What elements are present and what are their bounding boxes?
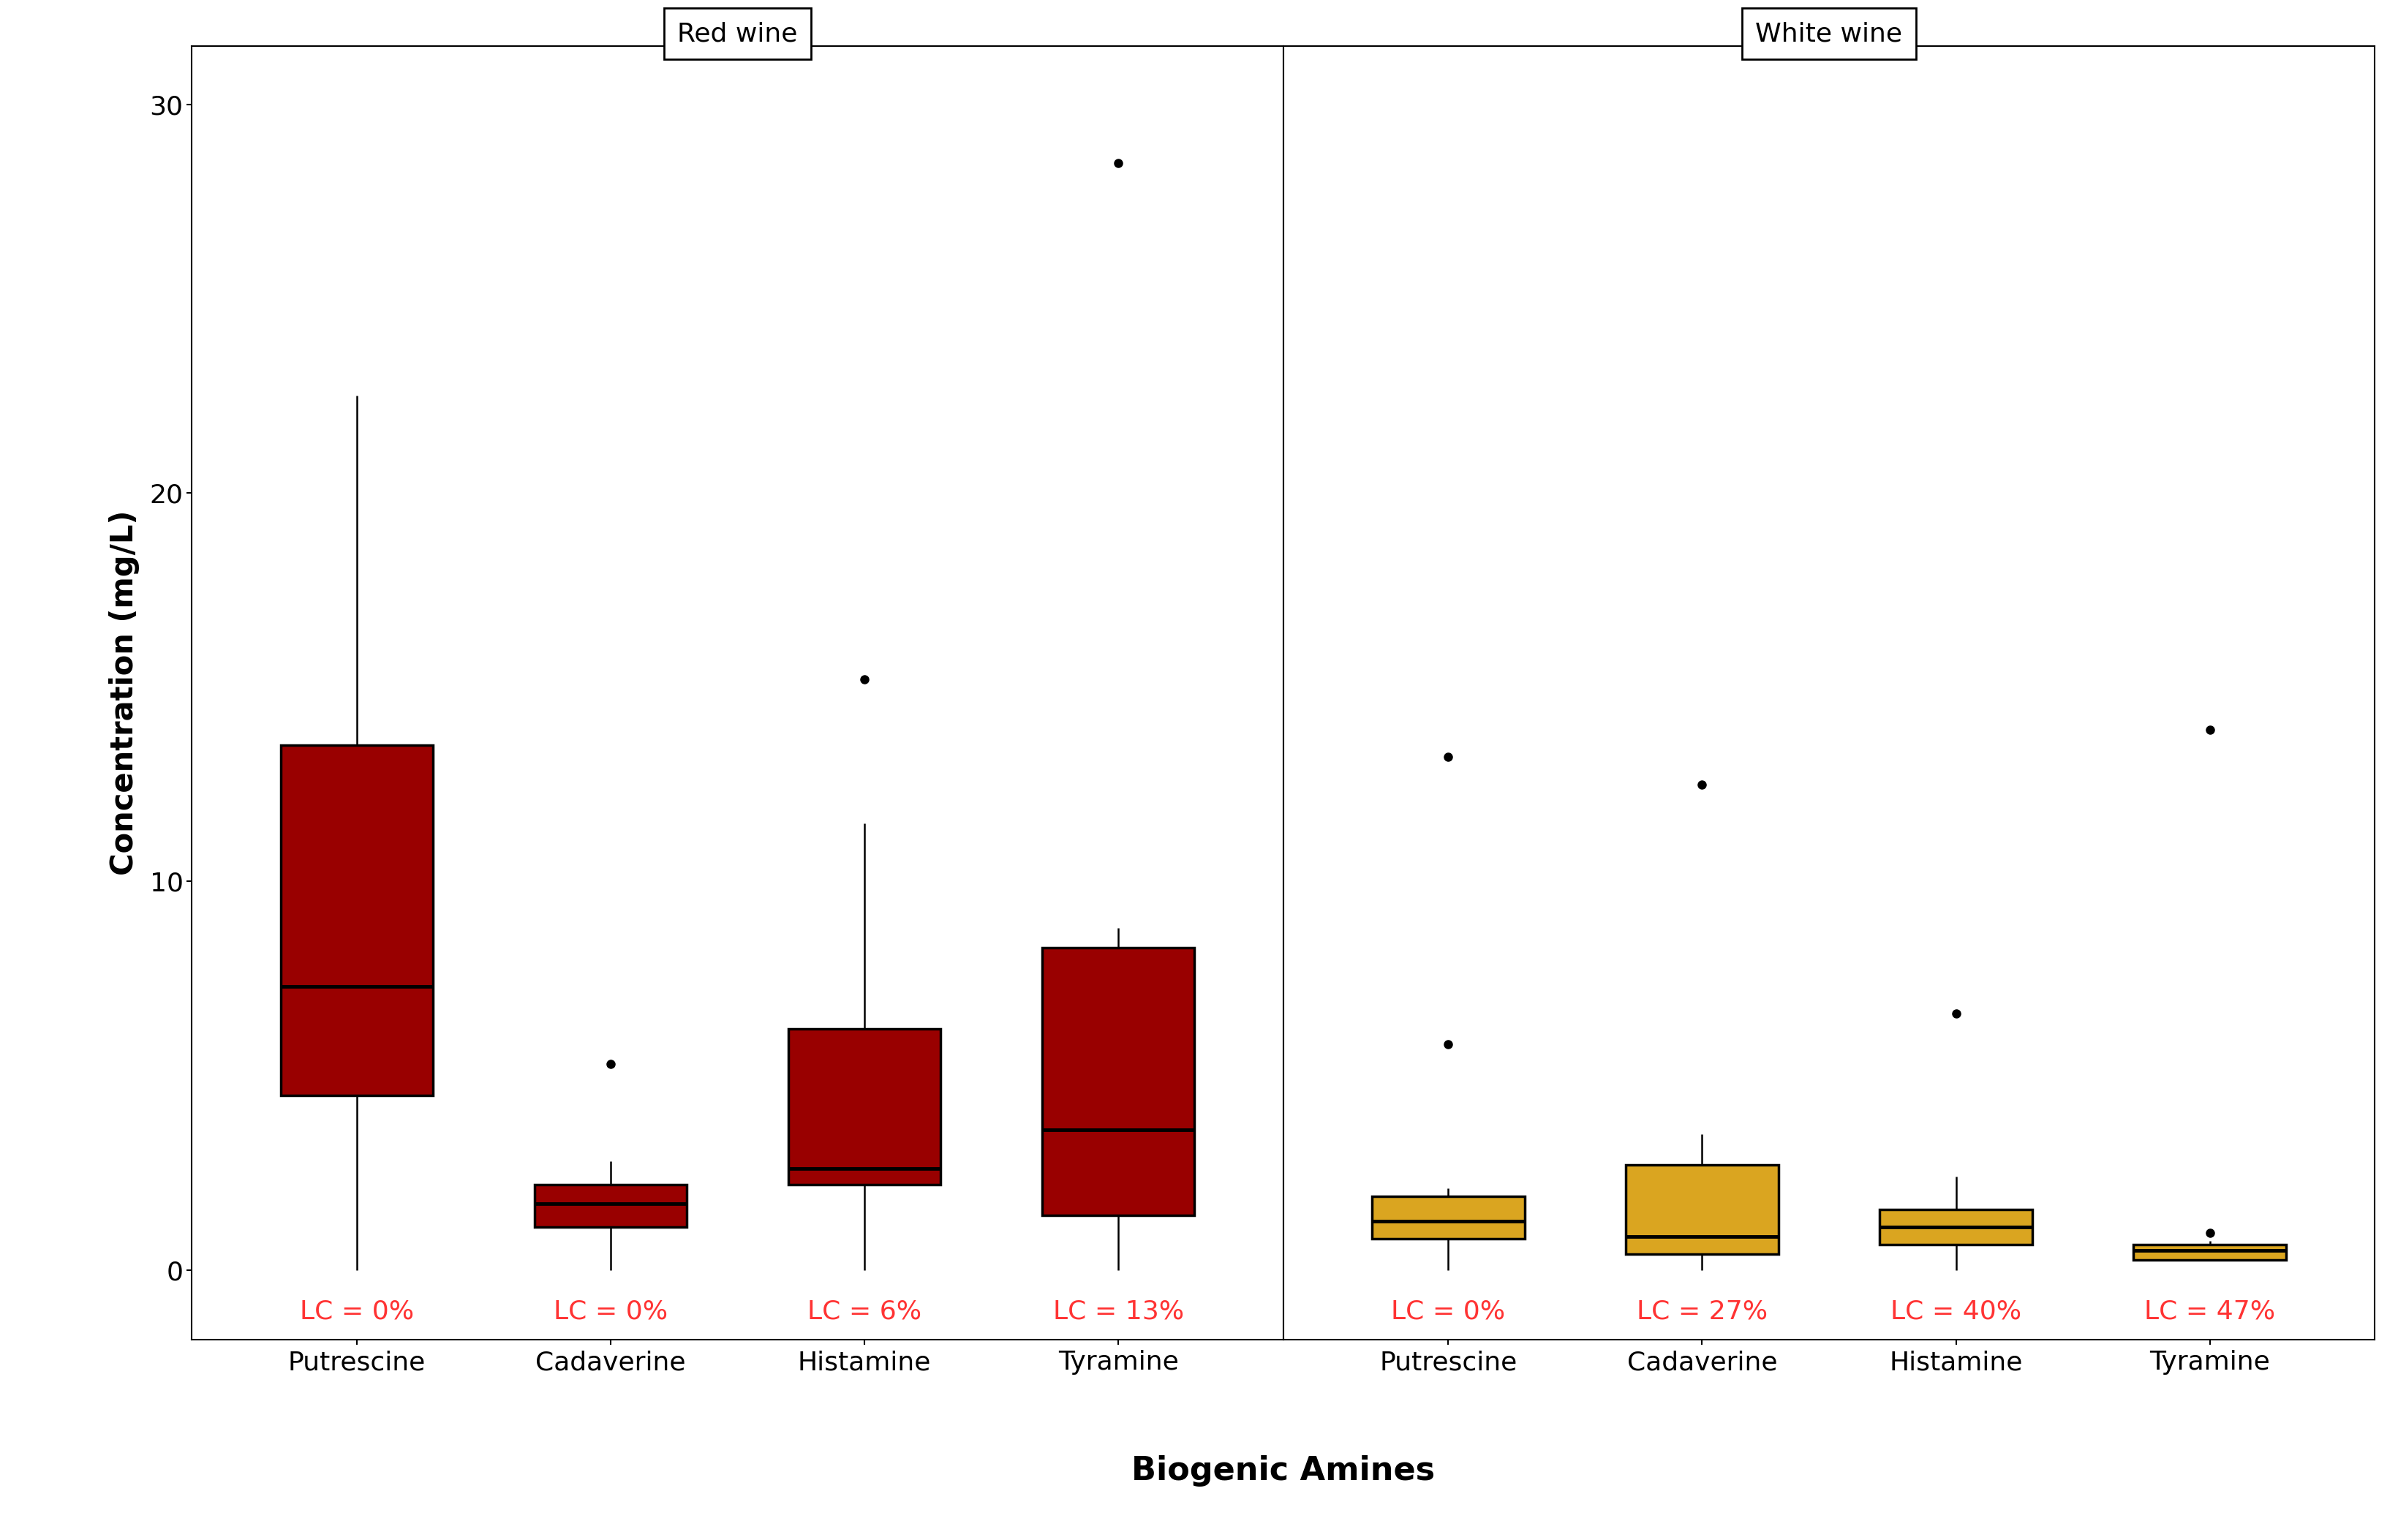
Bar xyxy=(535,1184,686,1227)
Text: White wine: White wine xyxy=(1755,22,1902,46)
Bar xyxy=(2132,1244,2285,1260)
Bar xyxy=(281,745,434,1095)
Text: LC = 0%: LC = 0% xyxy=(554,1300,667,1324)
Bar xyxy=(1041,947,1194,1215)
Text: LC = 0%: LC = 0% xyxy=(300,1300,415,1324)
Text: LC = 47%: LC = 47% xyxy=(2144,1300,2276,1324)
Bar xyxy=(1626,1164,1777,1255)
Bar xyxy=(1372,1197,1525,1238)
Text: LC = 40%: LC = 40% xyxy=(1890,1300,2022,1324)
Text: LC = 6%: LC = 6% xyxy=(808,1300,921,1324)
Text: Red wine: Red wine xyxy=(676,22,799,46)
Text: Biogenic Amines: Biogenic Amines xyxy=(1132,1455,1434,1486)
Text: LC = 0%: LC = 0% xyxy=(1391,1300,1506,1324)
Text: LC = 27%: LC = 27% xyxy=(1635,1300,1767,1324)
Y-axis label: Concentration (mg/L): Concentration (mg/L) xyxy=(108,510,139,876)
Bar xyxy=(789,1029,940,1184)
Bar xyxy=(1880,1209,2031,1244)
Text: LC = 13%: LC = 13% xyxy=(1053,1300,1185,1324)
